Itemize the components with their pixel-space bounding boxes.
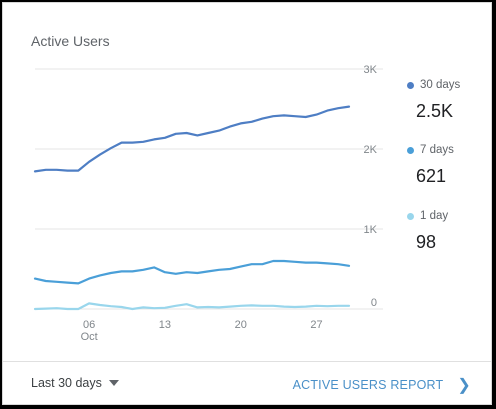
legend-value: 2.5K <box>416 101 454 121</box>
y-tick-label: 2K <box>364 144 378 156</box>
y-tick-label: 0 <box>371 297 377 309</box>
legend-value: 621 <box>416 166 447 186</box>
x-tick-label: 13 <box>159 319 171 331</box>
x-tick-label: 20 <box>235 319 247 331</box>
footer-divider <box>3 361 491 362</box>
active-users-report-link[interactable]: ACTIVE USERS REPORT ❯ <box>293 375 471 395</box>
legend-dot-icon <box>407 81 414 89</box>
legend-7-days: 7 days 621 <box>407 144 454 187</box>
legend-label: 1 day <box>420 210 449 222</box>
legend-label: 30 days <box>420 79 461 91</box>
legend-value: 98 <box>416 232 437 252</box>
date-range-dropdown[interactable]: Last 30 days <box>31 376 119 390</box>
x-tick-label: 27 <box>310 319 322 331</box>
active-users-card: Active Users 0 1K 2K 3K 06 Oct 13 20 27 30 days … <box>2 2 492 405</box>
caret-down-icon <box>108 380 119 386</box>
report-link-label: ACTIVE USERS REPORT <box>292 378 444 392</box>
legend-1-day: 1 day 98 <box>407 210 448 253</box>
y-tick-label: 1K <box>364 224 378 236</box>
date-range-label: Last 30 days <box>31 376 102 390</box>
series-line-3 <box>33 302 351 311</box>
series-line-2 <box>33 259 351 285</box>
y-tick-label: 3K <box>364 64 378 76</box>
x-tick-sublabel: Oct <box>81 331 98 343</box>
card-title: Active Users <box>31 33 110 49</box>
legend-label: 7 days <box>420 144 454 156</box>
chevron-right-icon: ❯ <box>457 377 471 394</box>
legend-dot-icon <box>407 212 414 220</box>
legend-dot-icon <box>407 146 414 154</box>
series-line-1 <box>33 105 351 173</box>
legend-30-days: 30 days 2.5K <box>407 79 460 122</box>
x-tick-label: 06 <box>83 319 95 331</box>
